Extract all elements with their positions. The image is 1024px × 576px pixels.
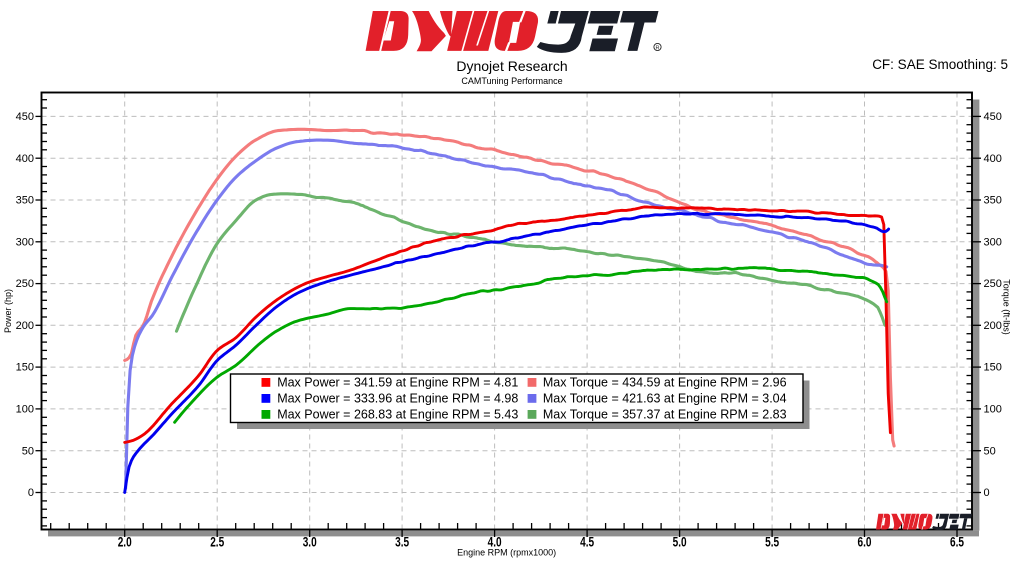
svg-text:R: R xyxy=(656,45,660,51)
svg-text:6.0: 6.0 xyxy=(858,534,872,549)
svg-text:3.0: 3.0 xyxy=(303,534,317,549)
svg-text:100: 100 xyxy=(16,404,34,416)
svg-text:6.5: 6.5 xyxy=(950,534,964,549)
svg-text:Max Power = 341.59 at Engine R: Max Power = 341.59 at Engine RPM = 4.81 xyxy=(277,375,518,389)
svg-text:Max Power = 268.83 at Engine R: Max Power = 268.83 at Engine RPM = 5.43 xyxy=(277,407,518,421)
svg-text:200: 200 xyxy=(984,320,1002,332)
svg-text:350: 350 xyxy=(16,195,34,207)
svg-text:2.0: 2.0 xyxy=(118,534,132,549)
svg-text:150: 150 xyxy=(984,362,1002,374)
svg-text:4.5: 4.5 xyxy=(580,534,594,549)
svg-text:200: 200 xyxy=(16,320,34,332)
svg-text:5.0: 5.0 xyxy=(673,534,687,549)
svg-text:0: 0 xyxy=(984,487,990,499)
svg-text:250: 250 xyxy=(16,278,34,290)
svg-text:300: 300 xyxy=(984,236,1002,248)
svg-text:250: 250 xyxy=(984,278,1002,290)
svg-text:Max Torque = 421.63 at Engine: Max Torque = 421.63 at Engine RPM = 3.04 xyxy=(543,391,787,405)
svg-text:Max Torque = 434.59 at Engine: Max Torque = 434.59 at Engine RPM = 2.96 xyxy=(543,375,787,389)
svg-text:300: 300 xyxy=(16,236,34,248)
svg-text:100: 100 xyxy=(984,404,1002,416)
svg-text:0: 0 xyxy=(28,487,34,499)
svg-text:Max Power = 333.96 at Engine R: Max Power = 333.96 at Engine RPM = 4.98 xyxy=(277,391,518,405)
svg-text:3.5: 3.5 xyxy=(395,534,409,549)
svg-text:CF: SAE Smoothing: 5: CF: SAE Smoothing: 5 xyxy=(872,57,1008,72)
svg-text:CAMTuning Performance: CAMTuning Performance xyxy=(461,76,562,86)
svg-text:50: 50 xyxy=(984,445,996,457)
svg-text:350: 350 xyxy=(984,195,1002,207)
svg-text:Max Torque = 357.37 at Engine: Max Torque = 357.37 at Engine RPM = 2.83 xyxy=(543,407,787,421)
svg-text:5.5: 5.5 xyxy=(765,534,779,549)
svg-text:150: 150 xyxy=(16,362,34,374)
svg-text:Power (hp): Power (hp) xyxy=(3,289,13,333)
svg-text:Engine RPM (rpmx1000): Engine RPM (rpmx1000) xyxy=(457,548,556,558)
svg-text:450: 450 xyxy=(16,111,34,123)
svg-text:4.0: 4.0 xyxy=(488,534,502,549)
svg-text:Torque (ft-lbs): Torque (ft-lbs) xyxy=(1002,279,1012,335)
svg-text:400: 400 xyxy=(984,153,1002,165)
svg-text:Dynojet Research: Dynojet Research xyxy=(456,58,567,74)
svg-text:450: 450 xyxy=(984,111,1002,123)
svg-text:2.5: 2.5 xyxy=(210,534,224,549)
svg-text:400: 400 xyxy=(16,153,34,165)
svg-text:50: 50 xyxy=(22,445,34,457)
